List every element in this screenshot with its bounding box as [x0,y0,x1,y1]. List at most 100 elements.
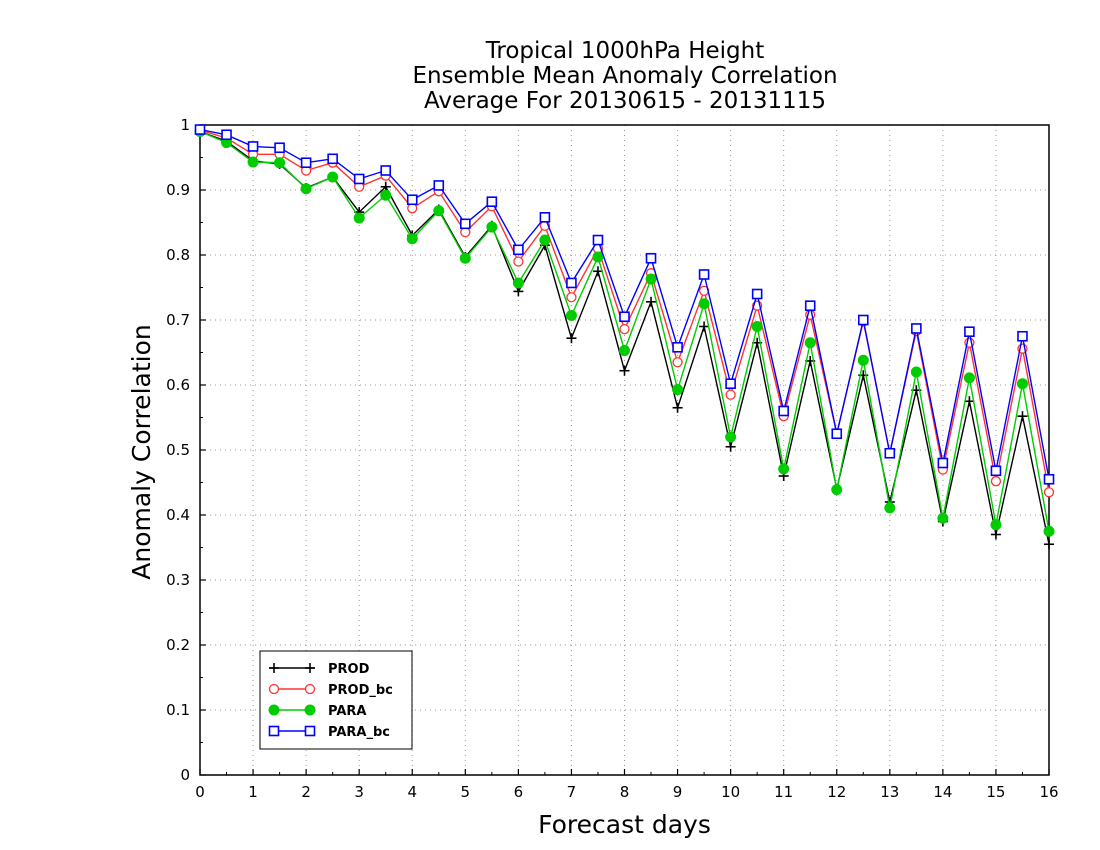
data-point-prod-bc [513,256,524,267]
data-point-para [645,273,657,285]
data-point-para [619,345,630,357]
data-point-prod [566,333,577,344]
y-tick-label: 0.1 [166,701,190,719]
legend-marker [305,663,315,673]
data-point-para [963,372,975,384]
legend-marker [304,725,316,737]
data-point-para-bc [619,311,630,323]
data-point-para-bc [884,447,896,459]
data-point-para [539,234,551,246]
data-point-para [459,252,471,264]
y-tick-label: 0 [180,766,190,784]
data-point-para-bc [460,218,471,230]
data-point-para-bc [433,180,445,191]
data-point-prod [725,441,736,452]
data-point-para [1043,525,1055,537]
data-point-para [565,309,577,321]
data-point-para-bc [1043,473,1055,485]
x-tick-label: 10 [721,783,740,801]
y-tick-label: 0.3 [166,571,190,589]
x-tick-label: 6 [514,783,524,801]
legend-marker [268,683,280,695]
legend-marker [269,663,279,673]
data-point-para-bc [804,300,816,312]
y-tick-label: 0.5 [166,441,190,459]
data-point-para [698,298,710,310]
data-point-para [778,463,790,475]
data-point-para-bc [566,277,577,289]
legend-marker [268,704,280,716]
y-tick-label: 0.8 [166,246,190,264]
data-point-para-bc [725,378,736,390]
x-tick-label: 9 [673,783,683,801]
data-point-para [327,171,339,183]
data-point-prod [990,529,1001,540]
x-tick-label: 13 [880,783,899,801]
x-tick-label: 1 [248,783,258,801]
legend-label: PROD_bc [328,683,393,698]
data-point-para [725,431,737,443]
data-point-para-bc [221,129,232,141]
data-point-prod-bc [619,323,630,335]
data-point-para-bc [194,124,206,135]
data-point-para [406,233,418,245]
x-tick-label: 2 [301,783,311,801]
data-point-prod [699,321,710,332]
data-point-prod-bc [566,292,577,303]
data-point-para [380,189,392,201]
x-tick-label: 16 [1039,783,1058,801]
legend-entry-prod: PROD [269,662,370,677]
series-line-prod-bc [199,129,1050,493]
data-point-para-bc [778,405,789,417]
data-point-para-bc [274,142,285,154]
data-point-para-bc [406,194,418,206]
series-para [194,126,1055,537]
legend-label: PROD [328,662,370,677]
x-tick-label: 7 [567,783,577,801]
legend-label: PARA_bc [328,725,390,740]
x-tick-label: 8 [620,783,630,801]
data-point-para [857,354,869,366]
x-tick-label: 0 [195,783,205,801]
data-point-para [831,484,843,496]
data-point-prod-bc [407,203,418,214]
data-point-prod [1017,411,1028,422]
data-point-para-bc [990,465,1002,477]
data-point-para-bc [964,326,975,338]
data-point-para-bc [592,234,604,246]
data-point-para [804,337,816,349]
y-tick-label: 0.9 [166,181,190,199]
data-point-prod-bc [990,476,1002,487]
series-lines [194,124,1055,550]
data-point-prod [646,296,657,307]
data-point-para-bc [539,212,551,223]
data-point-prod-bc [460,227,471,238]
series-para-bc [194,124,1055,485]
legend: PROD PROD_bc PARA PARA_bc [259,650,413,750]
series-line-para-bc [199,128,1050,480]
data-point-para-bc [247,141,259,152]
data-point-para-bc [672,341,683,353]
y-tick-label: 1 [180,116,190,134]
data-point-para-bc [831,428,843,440]
data-point-para-bc [353,173,365,185]
data-point-para [247,156,259,168]
data-point-prod [1044,539,1054,550]
data-point-para [592,251,604,263]
x-tick-label: 12 [827,783,846,801]
data-point-prod [964,396,975,407]
chart-title-line-3: Average For 20130615 - 20131115 [423,88,827,114]
data-point-prod [592,266,603,277]
x-tick-label: 15 [986,783,1005,801]
legend-entry-prod-bc: PROD_bc [268,683,393,698]
data-point-prod [619,365,630,376]
y-tick-label: 0.6 [166,376,190,394]
x-tick-label: 3 [354,783,364,801]
x-axis-title: Forecast days [538,810,711,839]
data-point-para-bc [513,244,524,256]
legend-label: PARA [328,704,366,719]
data-point-para [672,384,684,396]
legend-entry-para: PARA [268,704,366,719]
data-point-para [937,512,949,524]
